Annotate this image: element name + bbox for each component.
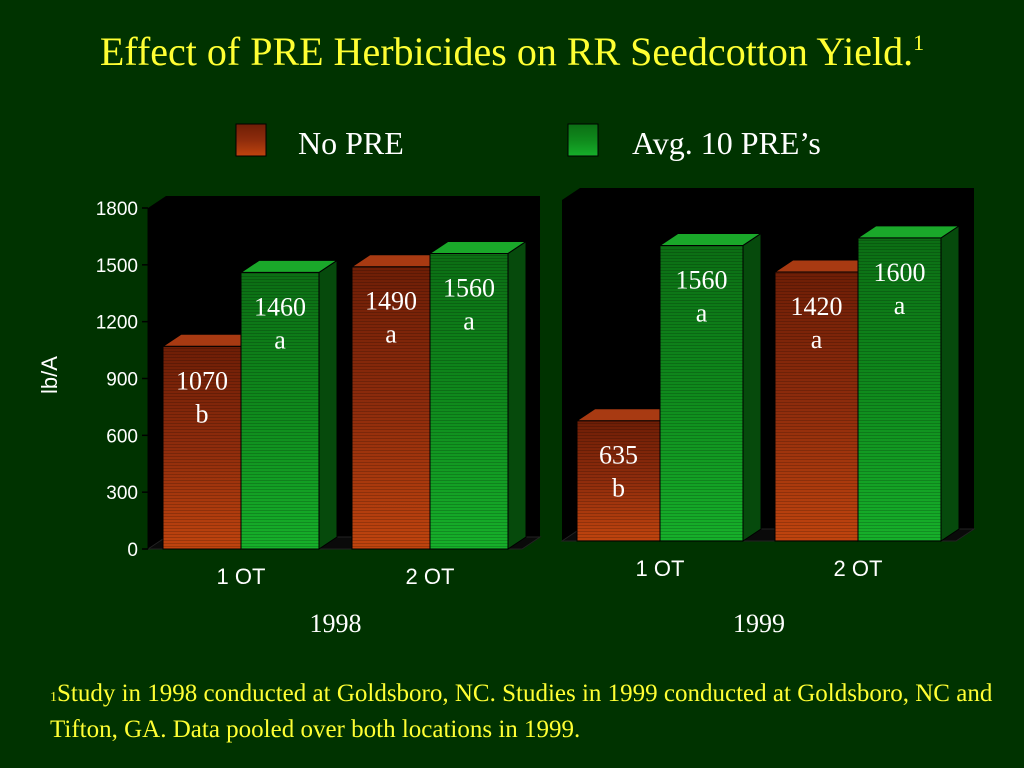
- data-label: 1560: [676, 265, 728, 294]
- significance-letter: a: [894, 291, 906, 320]
- bar: [658, 232, 763, 542]
- significance-letter: a: [385, 320, 397, 349]
- significance-letter: a: [274, 325, 286, 354]
- significance-letter: b: [612, 474, 625, 503]
- legend: No PRE Avg. 10 PRE’s: [235, 123, 821, 161]
- y-tick-label: 0: [127, 540, 138, 561]
- bar: [239, 259, 339, 550]
- data-label: 1600: [874, 258, 926, 287]
- significance-letter: b: [196, 399, 209, 428]
- significance-letter: a: [811, 325, 823, 354]
- data-label: 1460: [254, 292, 306, 321]
- footnote-mark: 1: [50, 690, 57, 705]
- x-tick-label: 2 OT: [406, 564, 455, 589]
- y-tick-label: 900: [106, 370, 138, 391]
- data-label: 635: [599, 441, 638, 470]
- bar: [428, 240, 528, 550]
- legend-label-1: Avg. 10 PRE’s: [632, 125, 821, 161]
- legend-label-0: No PRE: [298, 125, 404, 161]
- group-label: 1999: [733, 609, 785, 638]
- chart-panel-1: 635 b 1560 a 1 OT 1420 a 1600 a 2 OT 1999: [560, 188, 976, 638]
- footnote-text: Study in 1998 conducted at Goldsboro, NC…: [50, 680, 993, 743]
- data-label: 1420: [791, 292, 843, 321]
- legend-swatch-1: [567, 123, 599, 157]
- footnote: 1Study in 1998 conducted at Goldsboro, N…: [50, 676, 1000, 748]
- group-label: 1998: [310, 609, 362, 638]
- data-label: 1560: [443, 273, 495, 302]
- significance-letter: a: [463, 306, 475, 335]
- y-tick-label: 600: [106, 426, 138, 447]
- data-label: 1490: [365, 287, 417, 316]
- chart-title: Effect of PRE Herbicides on RR Seedcotto…: [99, 29, 925, 74]
- x-tick-label: 1 OT: [217, 564, 266, 589]
- data-label: 1070: [176, 366, 228, 395]
- significance-letter: a: [696, 298, 708, 327]
- x-tick-label: 2 OT: [834, 556, 883, 581]
- y-tick-label: 1200: [96, 313, 138, 334]
- y-tick-label: 1500: [96, 256, 138, 277]
- title-footnote-mark: 1: [913, 30, 925, 55]
- legend-swatch-0: [235, 123, 267, 157]
- bar: [856, 224, 961, 542]
- y-tick-label: 300: [106, 483, 138, 504]
- y-axis-label: lb/A: [37, 356, 62, 394]
- chart-panel-0: 0 300 600 900 1200 1500 1800 lb/A 1070 b 1460 a 1 OT…: [37, 196, 542, 638]
- y-tick-label: 1800: [96, 199, 138, 220]
- x-tick-label: 1 OT: [636, 556, 685, 581]
